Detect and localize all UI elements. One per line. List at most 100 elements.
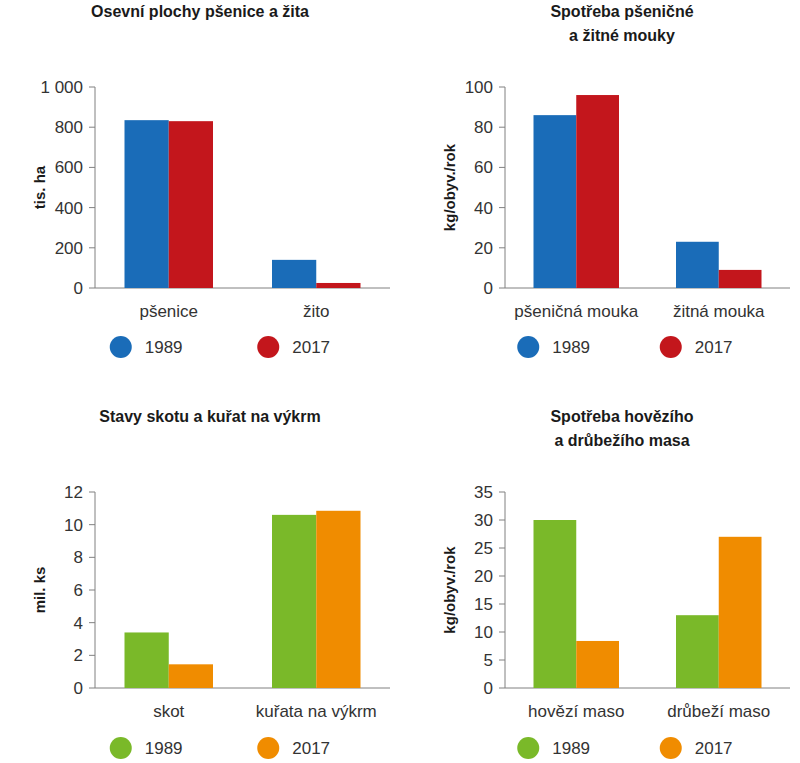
x-tick-label: hovězí maso bbox=[528, 702, 624, 721]
y-tick bbox=[89, 492, 95, 493]
legend-label: 1989 bbox=[145, 338, 183, 357]
bar bbox=[676, 615, 719, 688]
y-tick-label: 15 bbox=[474, 595, 493, 614]
bars bbox=[534, 95, 762, 288]
legend-label: 2017 bbox=[695, 739, 733, 758]
y-tick-label: 25 bbox=[474, 539, 493, 558]
legend-swatch bbox=[110, 737, 132, 759]
bar bbox=[719, 537, 762, 688]
y-tick-label: 2 bbox=[74, 646, 83, 665]
y-tick bbox=[499, 492, 505, 493]
y-tick-label: 600 bbox=[55, 158, 83, 177]
bars bbox=[125, 120, 361, 288]
y-tick bbox=[89, 127, 95, 128]
legend-label: 2017 bbox=[292, 338, 330, 357]
y-tick-label: 4 bbox=[74, 614, 83, 633]
y-tick bbox=[499, 660, 505, 661]
y-tick bbox=[499, 632, 505, 633]
title-line: a žitné mouky bbox=[569, 27, 675, 44]
legend-swatch bbox=[257, 336, 279, 358]
y-tick bbox=[499, 288, 505, 289]
y-tick-label: 0 bbox=[484, 279, 493, 298]
y-axis-line bbox=[95, 87, 96, 288]
legend-label: 1989 bbox=[552, 338, 590, 357]
y-tick-label: 10 bbox=[64, 516, 83, 535]
title-line: Stavy skotu a kuřat na výkrm bbox=[99, 408, 320, 425]
y-tick bbox=[89, 87, 95, 88]
y-tick bbox=[499, 604, 505, 605]
y-tick-label: 12 bbox=[64, 483, 83, 502]
y-axis-label: kg/obyv./rok bbox=[441, 143, 458, 231]
bar bbox=[316, 511, 360, 688]
legend-swatch bbox=[660, 737, 682, 759]
y-tick-label: 60 bbox=[474, 158, 493, 177]
bar bbox=[272, 515, 316, 688]
title-line: Spotřeba pšeničné bbox=[550, 3, 693, 20]
title-line: Osevní plochy pšenice a žita bbox=[91, 3, 309, 20]
y-tick bbox=[499, 247, 505, 248]
bars bbox=[534, 520, 762, 688]
y-tick-label: 0 bbox=[74, 679, 83, 698]
y-tick bbox=[89, 688, 95, 689]
title-line: a drůbežího masa bbox=[554, 432, 689, 449]
y-tick-label: 8 bbox=[74, 548, 83, 567]
panel: Spotřeba pšeničné a žitné mouky kg/obyv./r… bbox=[441, 3, 790, 358]
y-axis-label: mil. ks bbox=[31, 567, 48, 614]
bar bbox=[719, 270, 762, 288]
y-tick bbox=[89, 247, 95, 248]
x-tick-label: pšeničná mouka bbox=[514, 302, 638, 321]
legend-label: 1989 bbox=[552, 739, 590, 758]
chart-title: Stavy skotu a kuřat na výkrm bbox=[99, 408, 320, 425]
y-tick bbox=[499, 548, 505, 549]
y-tick-label: 5 bbox=[484, 651, 493, 670]
y-tick bbox=[89, 288, 95, 289]
panel: Spotřeba hovězího a drůbežího masa kg/obyv… bbox=[441, 408, 790, 759]
title-line: Spotřeba hovězího bbox=[550, 408, 693, 425]
bar bbox=[576, 95, 619, 288]
y-tick-label: 800 bbox=[55, 118, 83, 137]
y-tick bbox=[499, 87, 505, 88]
legend-label: 1989 bbox=[145, 739, 183, 758]
y-axis-line bbox=[505, 492, 506, 688]
bar bbox=[676, 242, 719, 288]
y-tick bbox=[499, 207, 505, 208]
y-axis-line bbox=[95, 492, 96, 688]
y-tick-label: 0 bbox=[484, 679, 493, 698]
y-tick-label: 1 000 bbox=[40, 78, 83, 97]
chart-title: Spotřeba hovězího a drůbežího masa bbox=[550, 408, 693, 449]
bar bbox=[272, 260, 316, 288]
legend-label: 2017 bbox=[292, 739, 330, 758]
bar bbox=[534, 520, 577, 688]
y-axis-line bbox=[505, 87, 506, 288]
legend-label: 2017 bbox=[695, 338, 733, 357]
y-tick bbox=[89, 655, 95, 656]
legend-swatch bbox=[660, 336, 682, 358]
legend-swatch bbox=[517, 737, 539, 759]
panel: Osevní plochy pšenice a žitatis. ha02004… bbox=[31, 3, 390, 358]
y-tick-label: 35 bbox=[474, 483, 493, 502]
figure: Osevní plochy pšenice a žitatis. ha02004… bbox=[0, 0, 800, 763]
y-tick bbox=[89, 622, 95, 623]
y-tick bbox=[499, 576, 505, 577]
bars bbox=[125, 511, 361, 688]
bar bbox=[125, 632, 169, 688]
y-tick-label: 400 bbox=[55, 199, 83, 218]
x-tick-label: drůbeží maso bbox=[667, 702, 770, 721]
bar bbox=[169, 664, 213, 688]
y-tick-label: 80 bbox=[474, 118, 493, 137]
y-tick bbox=[89, 524, 95, 525]
bar bbox=[534, 115, 577, 288]
y-tick bbox=[89, 557, 95, 558]
chart-title: Osevní plochy pšenice a žita bbox=[91, 3, 309, 20]
legend-swatch bbox=[517, 336, 539, 358]
y-axis-label: kg/obyv./rok bbox=[441, 546, 458, 634]
y-tick bbox=[499, 520, 505, 521]
x-tick-label: pšenice bbox=[139, 302, 198, 321]
bar bbox=[316, 283, 360, 288]
y-tick-label: 100 bbox=[465, 78, 493, 97]
chart-title: Spotřeba pšeničné a žitné mouky bbox=[550, 3, 693, 44]
y-tick bbox=[499, 127, 505, 128]
bar bbox=[169, 121, 213, 288]
y-tick bbox=[499, 167, 505, 168]
bar bbox=[125, 120, 169, 288]
